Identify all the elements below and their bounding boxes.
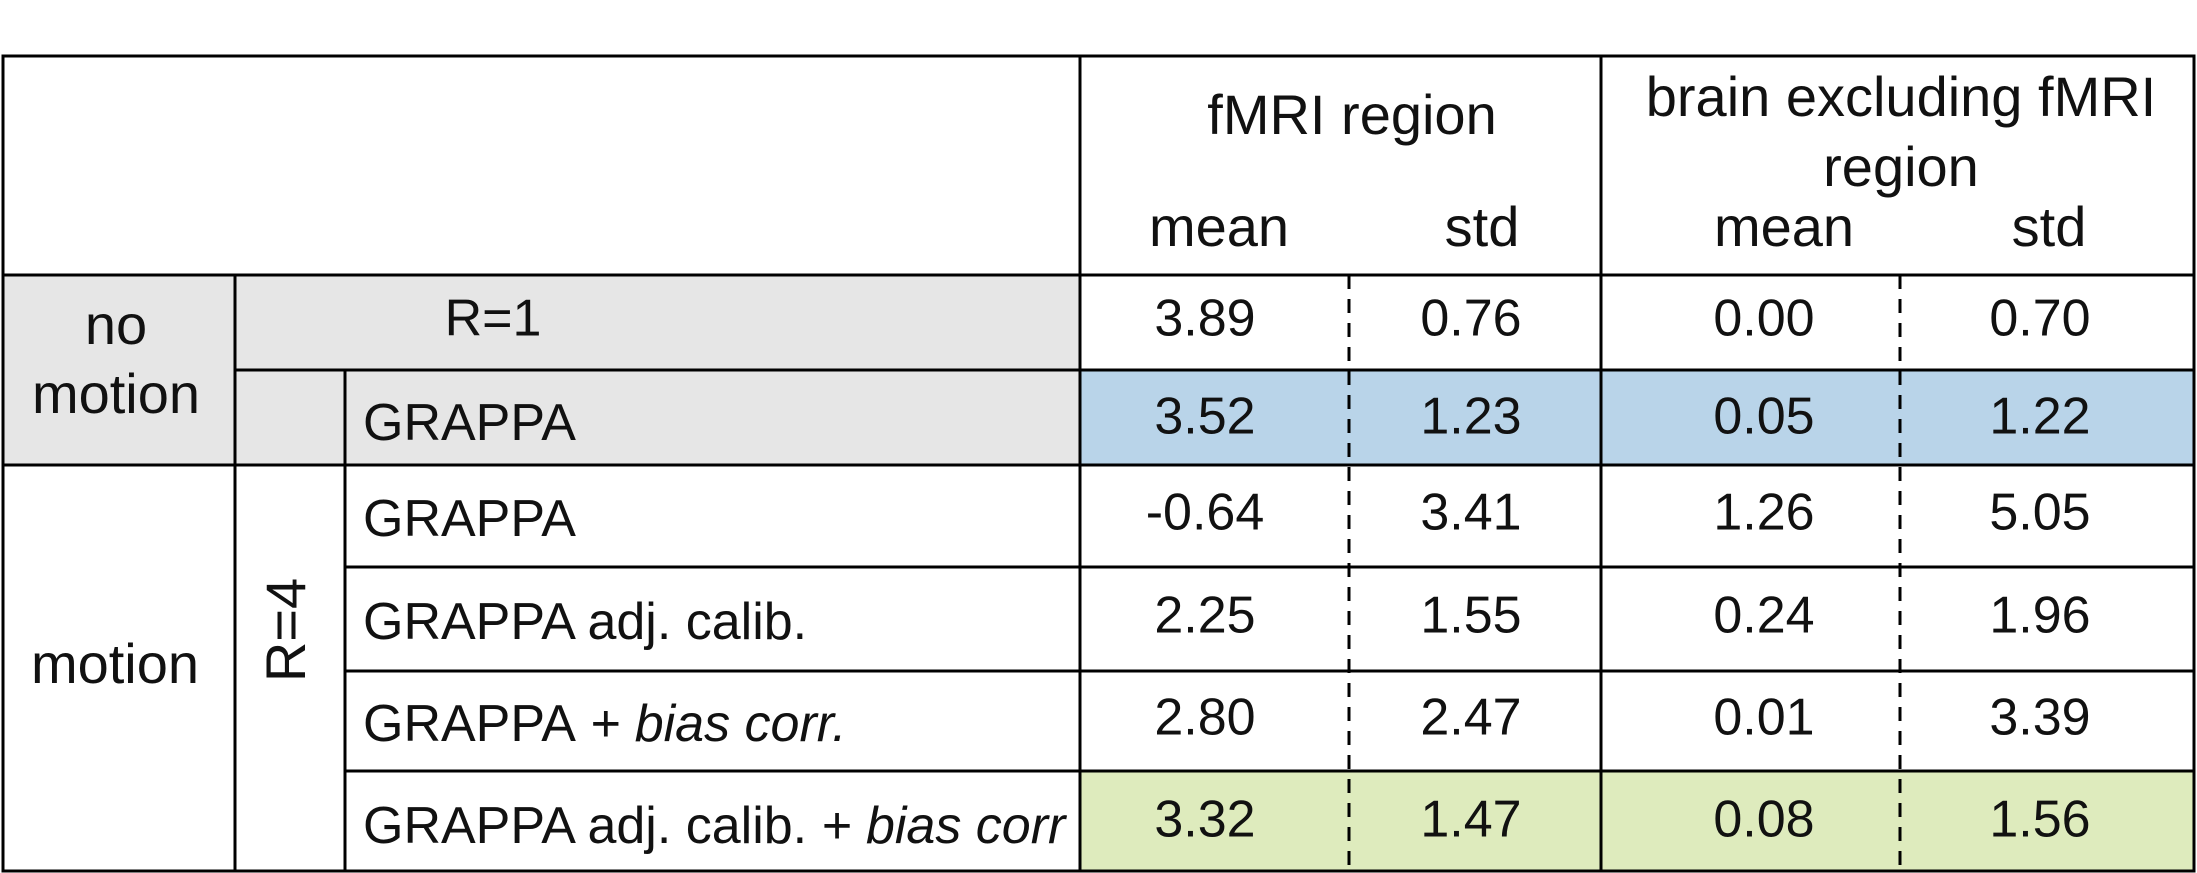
method-text: GRAPPA	[363, 490, 576, 548]
cell-value: 2.25	[1154, 587, 1255, 645]
cell-value: 1.55	[1420, 587, 1521, 645]
cell-value: 0.70	[1989, 290, 2090, 348]
method-text: GRAPPA adj. calib.	[363, 593, 807, 651]
cell-value: 1.96	[1989, 587, 2090, 645]
cell-value: 3.52	[1154, 388, 1255, 446]
method: GRAPPA adj. calib.	[363, 593, 807, 651]
subheader: std	[1445, 195, 1520, 258]
group-header: brain excluding fMRI	[1646, 65, 2156, 128]
cell-value: 1.22	[1989, 388, 2090, 446]
row-group: motion	[31, 632, 199, 695]
cell-value: 0.08	[1713, 791, 1814, 849]
cell-value: 1.23	[1420, 388, 1521, 446]
group-header: fMRI region	[1207, 83, 1496, 146]
method-text: GRAPPA	[363, 695, 576, 753]
cell-value: -0.64	[1146, 484, 1265, 542]
cell-value: 3.41	[1420, 484, 1521, 542]
row-group: R=4	[254, 578, 317, 682]
subheader: mean	[1149, 195, 1289, 258]
method-text: GRAPPA	[363, 394, 576, 452]
cell-bg	[3, 275, 235, 465]
subheader: mean	[1714, 195, 1854, 258]
cell-value: 1.26	[1713, 484, 1814, 542]
cell-value: 0.24	[1713, 587, 1814, 645]
cell-value: 1.47	[1420, 791, 1521, 849]
method-italic: + bias corr.	[590, 695, 847, 753]
method-text: GRAPPA adj. calib.	[363, 797, 807, 855]
cell-value: 0.00	[1713, 290, 1814, 348]
group-header: region	[1823, 135, 1979, 198]
cell-value: 0.01	[1713, 689, 1814, 747]
method: GRAPPA adj. calib. + bias corr	[363, 797, 1068, 855]
method: GRAPPA	[363, 490, 576, 548]
cell-value: 3.89	[1154, 290, 1255, 348]
cell-value: 3.39	[1989, 689, 2090, 747]
row-group: R=1	[445, 290, 542, 348]
cell-value: 5.05	[1989, 484, 2090, 542]
cell-value: 0.76	[1420, 290, 1521, 348]
subheader: std	[2012, 195, 2087, 258]
highlight-row	[1080, 370, 2194, 465]
method: GRAPPA	[363, 394, 576, 452]
row-group: motion	[32, 362, 200, 425]
cell-value: 0.05	[1713, 388, 1814, 446]
cell-value: 2.47	[1420, 689, 1521, 747]
method-italic: + bias corr	[821, 797, 1068, 855]
highlight-row	[1080, 771, 2194, 871]
row-group: no	[85, 293, 147, 356]
cell-value: 1.56	[1989, 791, 2090, 849]
method: GRAPPA + bias corr.	[363, 695, 847, 753]
cell-value: 2.80	[1154, 689, 1255, 747]
cell-value: 3.32	[1154, 791, 1255, 849]
